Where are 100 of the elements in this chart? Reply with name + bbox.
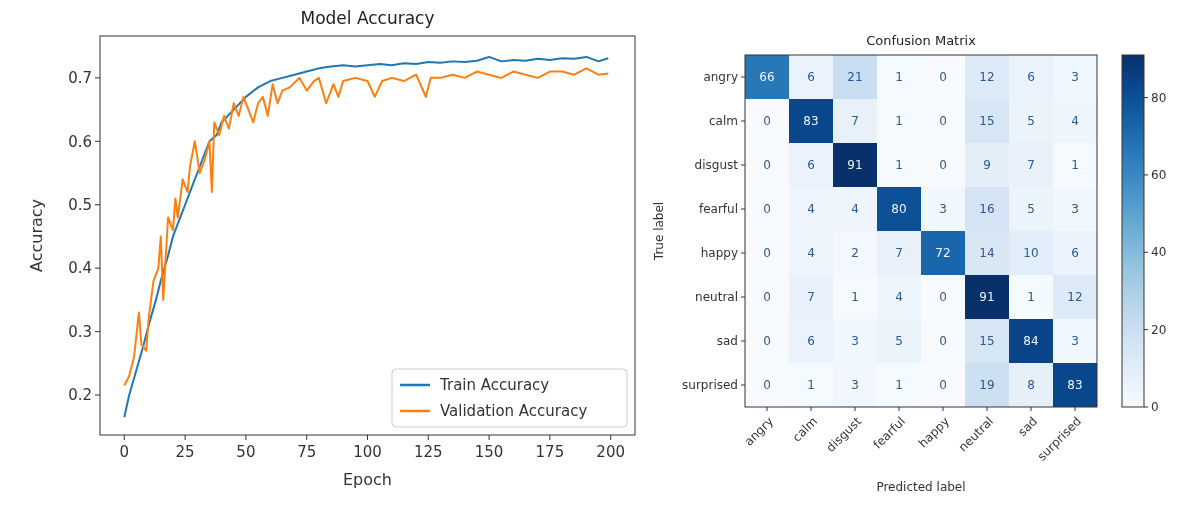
- data-label: 0: [939, 334, 947, 349]
- x-axis-title: Predicted label: [876, 480, 966, 494]
- data-label: 0: [763, 246, 771, 261]
- chart-title: Model Accuracy: [300, 8, 435, 28]
- y-tick-label: 0.7: [68, 69, 92, 88]
- data-label: 8: [1027, 378, 1035, 393]
- color-bar-label: 20: [1151, 322, 1167, 337]
- data-label: 0: [763, 158, 771, 173]
- data-label: 21: [847, 70, 863, 85]
- data-label: 5: [1027, 114, 1035, 129]
- x-tick-label: 50: [236, 443, 256, 461]
- color-bar-label: 60: [1151, 168, 1167, 183]
- data-label: 80: [891, 202, 907, 217]
- x-tick-label: 25: [175, 443, 195, 461]
- data-label: 72: [935, 246, 951, 261]
- data-label: 15: [979, 114, 995, 129]
- data-label: 83: [1067, 378, 1083, 393]
- data-label: 6: [1071, 246, 1079, 261]
- data-label: 1: [851, 290, 859, 305]
- y-tick-label: 0.2: [68, 386, 92, 405]
- legend-label: Validation Accuracy: [440, 402, 588, 421]
- data-label: 1: [895, 378, 903, 393]
- data-label: 9: [983, 158, 991, 173]
- x-tick-label: 75: [297, 443, 317, 461]
- data-label: 4: [1071, 114, 1079, 129]
- data-label: 91: [847, 158, 863, 173]
- data-label: 6: [1027, 70, 1035, 85]
- y-tick-label: 0.3: [68, 322, 92, 341]
- data-label: 1: [1027, 290, 1035, 305]
- data-label: 7: [895, 246, 903, 261]
- data-label: 0: [763, 114, 771, 129]
- data-label: 3: [851, 378, 859, 393]
- x-tick-label: 125: [413, 443, 443, 461]
- y-tick-label: angry: [703, 70, 738, 85]
- x-axis-title: Epoch: [343, 470, 392, 489]
- y-tick-label: 0.6: [68, 132, 92, 151]
- data-label: 4: [807, 246, 815, 261]
- data-label: 1: [895, 114, 903, 129]
- y-tick-label: disgust: [694, 158, 739, 173]
- color-bar-label: 40: [1151, 245, 1167, 260]
- data-label: 5: [895, 334, 903, 349]
- y-axis-title: Accuracy: [27, 198, 46, 273]
- data-label: 0: [939, 290, 947, 305]
- y-tick-label: 0.5: [68, 195, 92, 214]
- data-label: 7: [807, 290, 815, 305]
- data-label: 3: [1071, 202, 1079, 217]
- y-tick-label: happy: [700, 246, 738, 261]
- data-label: 0: [939, 378, 947, 393]
- y-axis-title: True label: [652, 201, 666, 262]
- data-label: 0: [939, 158, 947, 173]
- data-label: 1: [807, 378, 815, 393]
- data-label: 1: [1071, 158, 1079, 173]
- data-label: 91: [979, 290, 995, 305]
- data-label: 7: [851, 114, 859, 129]
- data-label: 3: [1071, 70, 1079, 85]
- x-tick-label: 200: [596, 443, 625, 461]
- legend-label: Train Accuracy: [439, 376, 550, 395]
- x-tick-label: 0: [119, 443, 130, 461]
- data-label: 16: [979, 202, 995, 217]
- data-label: 83: [803, 114, 819, 129]
- y-tick-label: fearful: [698, 202, 738, 217]
- y-tick-label: surprised: [682, 378, 738, 393]
- data-label: 12: [979, 70, 995, 85]
- chart-title: Confusion Matrix: [866, 33, 977, 48]
- data-label: 7: [1027, 158, 1035, 173]
- data-label: 4: [807, 202, 815, 217]
- data-label: 1: [895, 70, 903, 85]
- data-label: 3: [939, 202, 947, 217]
- data-label: 0: [939, 114, 947, 129]
- data-label: 3: [1071, 334, 1079, 349]
- data-label: 0: [763, 334, 771, 349]
- data-label: 6: [807, 334, 815, 349]
- data-label: 66: [759, 70, 775, 85]
- data-label: 4: [895, 290, 903, 305]
- color-bar-label: 0: [1151, 400, 1159, 415]
- y-tick-label: calm: [709, 114, 738, 129]
- data-label: 84: [1023, 334, 1039, 349]
- color-bar-label: 80: [1151, 90, 1167, 105]
- data-label: 3: [851, 334, 859, 349]
- x-tick-label: 150: [474, 443, 504, 461]
- data-label: 12: [1067, 290, 1083, 305]
- data-label: 0: [763, 202, 771, 217]
- y-tick-label: neutral: [695, 290, 738, 305]
- data-label: 0: [763, 290, 771, 305]
- x-tick-label: sad: [1015, 414, 1041, 440]
- data-label: 14: [979, 246, 995, 261]
- data-label: 15: [979, 334, 995, 349]
- data-label: 5: [1027, 202, 1035, 217]
- y-tick-label: 0.4: [68, 259, 92, 278]
- data-label: 6: [807, 70, 815, 85]
- data-label: 0: [763, 378, 771, 393]
- data-label: 2: [851, 246, 859, 261]
- x-tick-label: 100: [353, 443, 382, 461]
- data-label: 6: [807, 158, 815, 173]
- y-tick-label: sad: [716, 334, 738, 349]
- x-tick-label: 175: [535, 443, 565, 461]
- data-label: 0: [939, 70, 947, 85]
- data-label: 10: [1023, 246, 1039, 261]
- data-label: 19: [979, 378, 995, 393]
- data-label: 4: [851, 202, 859, 217]
